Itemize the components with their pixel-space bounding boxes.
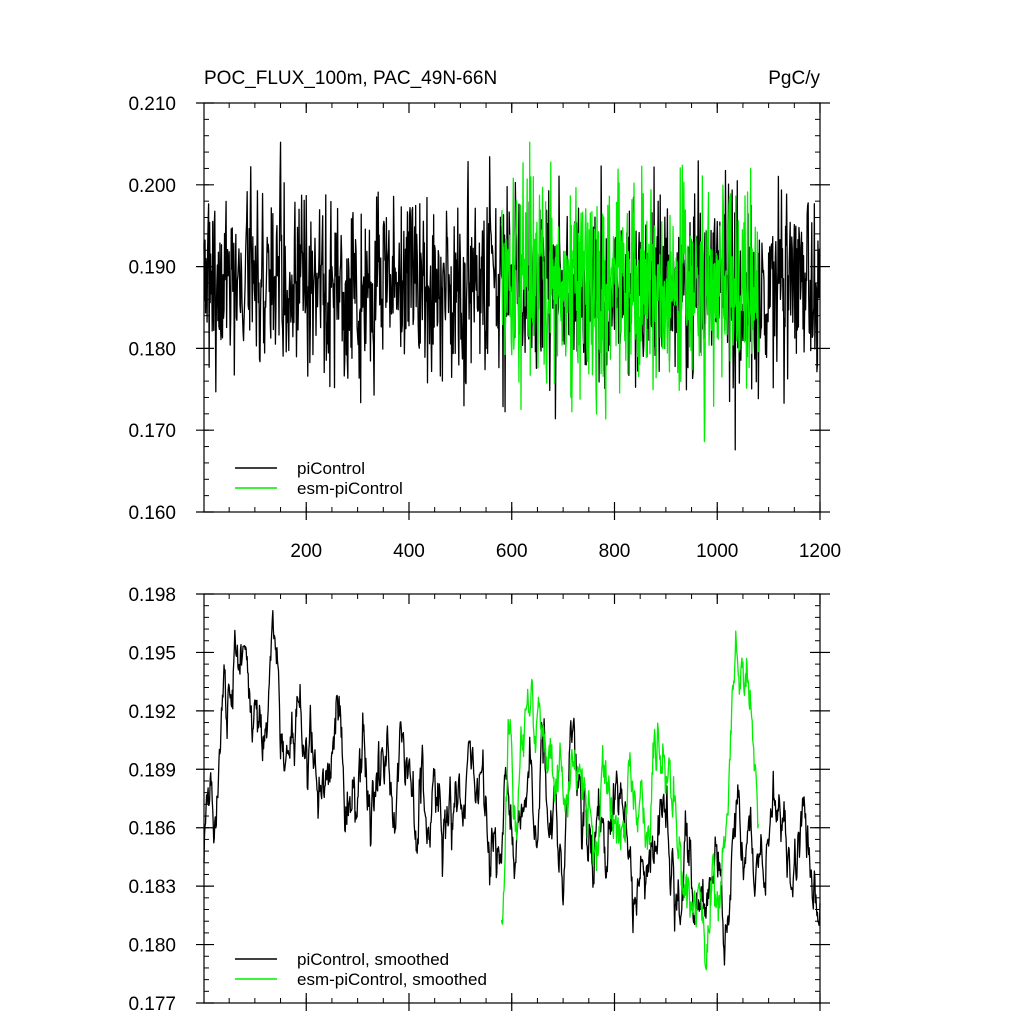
plot-title: POC_FLUX_100m, PAC_49N-66N xyxy=(204,68,497,89)
y-tick-label: 0.170 xyxy=(128,421,176,442)
y-tick-label: 0.160 xyxy=(128,503,176,524)
y-tick-label: 0.190 xyxy=(128,258,176,279)
y-tick-label: 0.180 xyxy=(128,339,176,360)
units-label: PgC/y xyxy=(768,68,820,89)
y-tick-label: 0.192 xyxy=(128,702,176,723)
y-tick-label: 0.186 xyxy=(128,819,176,840)
plot-frame xyxy=(203,593,821,1004)
bottom-panel: 0.177 0.180 0.183 0.186 0.189 0.192 0.195 0.198… xyxy=(128,585,830,1015)
y-tick-label: 0.189 xyxy=(128,760,176,781)
top-panel: 0.160 0.170 0.180 0.190 0.200 0.210 200 400 600 8… xyxy=(128,94,841,562)
series-line-esm-picontrol-smoothed xyxy=(500,630,759,971)
x-tick-label: 600 xyxy=(496,541,528,562)
x-tick-label: 200 xyxy=(290,541,322,562)
y-tick-label: 0.183 xyxy=(128,877,176,898)
x-tick-label: 1000 xyxy=(696,541,738,562)
y-tick-label: 0.177 xyxy=(128,994,176,1015)
y-tick-label: 0.180 xyxy=(128,936,176,957)
legend-label: piControl xyxy=(297,459,365,478)
series-line-esm-picontrol xyxy=(500,141,759,443)
legend-label: esm-piControl xyxy=(297,479,403,498)
x-tick-label: 800 xyxy=(599,541,631,562)
y-tick-label: 0.200 xyxy=(128,176,176,197)
y-tick-label: 0.198 xyxy=(128,585,176,606)
x-tick-label: 1200 xyxy=(799,541,841,562)
series-line-picontrol-smoothed xyxy=(203,609,821,966)
x-tick-label: 400 xyxy=(393,541,425,562)
y-tick-label: 0.195 xyxy=(128,643,176,664)
y-tick-label: 0.210 xyxy=(128,94,176,115)
legend-label: esm-piControl, smoothed xyxy=(297,970,487,989)
legend-label: piControl, smoothed xyxy=(297,950,449,969)
